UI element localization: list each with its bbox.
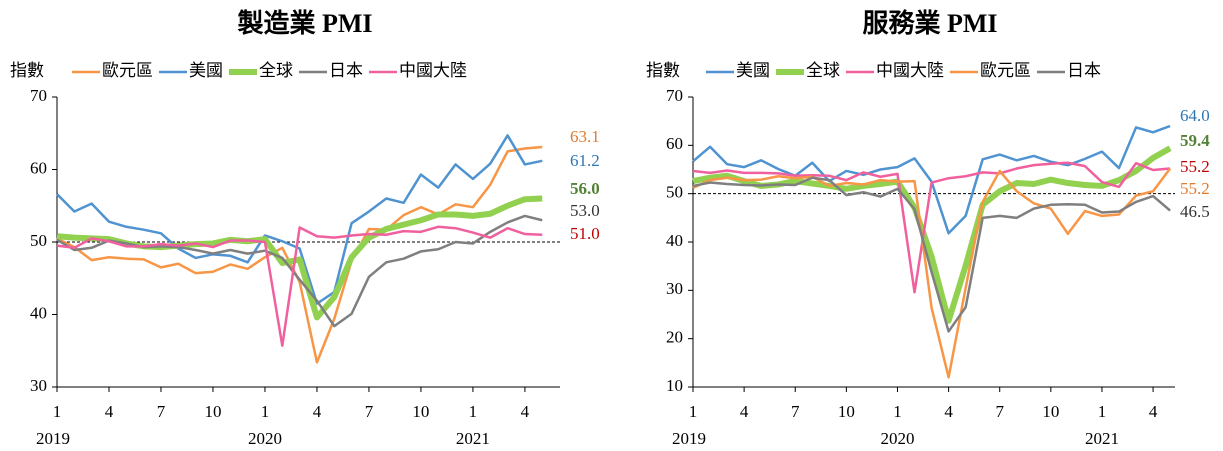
x-tick-label: 1 [53, 402, 62, 421]
legend-label: 日本 [1067, 61, 1101, 80]
y-tick-label: 30 [666, 279, 683, 298]
x-tick-label: 10 [412, 402, 429, 421]
y-tick-label: 50 [666, 183, 683, 202]
x-tick-label: 4 [521, 402, 530, 421]
series-line [692, 161, 1171, 294]
y-tick-label: 70 [666, 86, 683, 105]
x-tick-label: 4 [1149, 402, 1158, 421]
legend-label: 美國 [189, 61, 223, 80]
year-label: 2021 [1085, 429, 1119, 448]
value-label: 55.2 [1180, 157, 1210, 176]
value-label: 63.1 [570, 127, 600, 146]
year-label: 2020 [248, 429, 282, 448]
x-tick-label: 10 [204, 402, 221, 421]
x-tick-label: 7 [995, 402, 1004, 421]
x-tick-label: 4 [313, 402, 322, 421]
x-tick-label: 7 [791, 402, 800, 421]
y-tick-label: 60 [30, 158, 47, 177]
x-tick-label: 1 [893, 402, 902, 421]
x-tick-label: 4 [740, 402, 749, 421]
legend-label: 全球 [806, 61, 840, 80]
series-line [56, 145, 543, 364]
y-tick-label: 70 [30, 86, 47, 105]
legend-label: 全球 [259, 61, 293, 80]
y-tick-label: 30 [30, 376, 47, 395]
x-tick-label: 10 [1042, 402, 1059, 421]
y-tick-label: 20 [666, 328, 683, 347]
series-line [692, 176, 1171, 333]
y-tick-label: 60 [666, 134, 683, 153]
series-line [692, 167, 1172, 379]
y-tick-label: 10 [666, 376, 683, 395]
x-tick-label: 1 [689, 402, 698, 421]
x-tick-label: 7 [157, 402, 166, 421]
y-axis-label: 指數 [646, 61, 680, 80]
y-tick-label: 50 [30, 231, 47, 250]
chart-title: 製造業 PMI [237, 9, 372, 38]
legend-label: 歐元區 [102, 61, 153, 80]
chart-title: 服務業 PMI [862, 9, 997, 38]
value-label: 56.0 [570, 179, 600, 198]
year-label: 2020 [880, 429, 914, 448]
series-line [56, 134, 543, 305]
x-tick-label: 7 [365, 402, 374, 421]
y-tick-label: 40 [666, 231, 683, 250]
legend-label: 中國大陸 [876, 61, 944, 80]
value-label: 51.0 [570, 224, 600, 243]
value-label: 64.0 [1180, 106, 1210, 125]
legend-label: 日本 [329, 61, 363, 80]
x-tick-label: 1 [469, 402, 478, 421]
x-tick-label: 4 [105, 402, 114, 421]
value-label: 55.2 [1180, 179, 1210, 198]
value-label: 59.4 [1180, 131, 1210, 150]
x-tick-label: 10 [838, 402, 855, 421]
value-label: 53.0 [570, 201, 600, 220]
x-tick-label: 1 [1098, 402, 1107, 421]
year-label: 2021 [456, 429, 490, 448]
value-label: 61.2 [570, 151, 600, 170]
year-label: 2019 [36, 429, 70, 448]
legend-label: 歐元區 [980, 61, 1031, 80]
y-axis-label: 指數 [10, 61, 44, 80]
legend-label: 美國 [736, 61, 770, 80]
year-label: 2019 [672, 429, 706, 448]
value-label: 46.5 [1180, 202, 1210, 221]
x-tick-label: 4 [944, 402, 953, 421]
legend-label: 中國大陸 [399, 61, 467, 80]
x-tick-label: 1 [261, 402, 270, 421]
y-tick-label: 40 [30, 303, 47, 322]
series-line [56, 225, 543, 347]
